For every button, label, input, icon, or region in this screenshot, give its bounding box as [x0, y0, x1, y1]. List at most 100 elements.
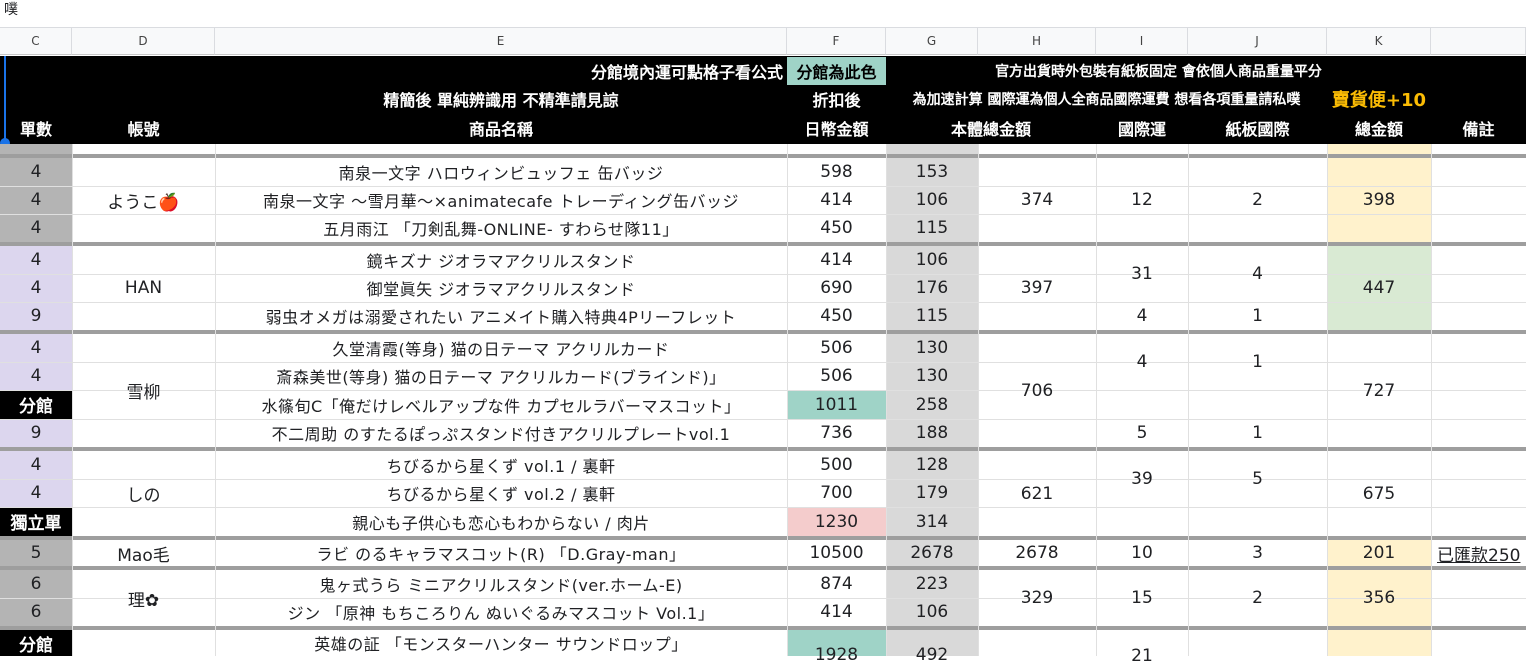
jpy-cell[interactable]: 500 [820, 455, 853, 475]
total-cell[interactable]: 398 [1362, 190, 1396, 210]
count-cell[interactable]: 4 [30, 250, 42, 270]
product-name-cell[interactable]: 南泉一文字 ハロウィンビュッフェ 缶バッジ [338, 164, 664, 183]
count-cell[interactable]: 4 [30, 190, 42, 210]
intl-shipping-cell[interactable]: 21 [1131, 646, 1153, 666]
count-cell[interactable]: 4 [30, 218, 42, 238]
count-cell[interactable]: 4 [30, 455, 42, 475]
column-header-f[interactable]: F [787, 28, 886, 55]
g-cell[interactable]: 115 [915, 218, 949, 238]
g-cell[interactable]: 106 [915, 602, 949, 622]
independent-label-cell[interactable]: 獨立單 [10, 514, 62, 534]
account-cell[interactable]: 理✿ [127, 590, 160, 611]
jpy-cell[interactable]: 414 [820, 190, 853, 210]
column-header-j[interactable]: J [1188, 28, 1327, 55]
product-name-cell[interactable]: ちびるから星くず vol.2 / 裏軒 [386, 485, 616, 504]
intl-shipping-cell[interactable]: 15 [1131, 588, 1153, 608]
account-cell[interactable]: Mao毛 [117, 545, 170, 566]
g-cell[interactable]: 492 [915, 645, 949, 665]
count-cell[interactable]: 6 [30, 602, 42, 622]
column-header-d[interactable]: D [72, 28, 215, 55]
body-total-cell[interactable]: 621 [1020, 483, 1054, 504]
jpy-cell[interactable]: 1230 [814, 511, 859, 532]
jpy-cell[interactable]: 1011 [814, 394, 859, 415]
board-intl-cell[interactable]: 1 [1252, 352, 1263, 372]
jpy-cell[interactable]: 414 [820, 250, 853, 270]
count-cell[interactable]: 4 [30, 338, 42, 358]
product-name-cell[interactable]: 南泉一文字 ～雪月華～×animatecafe トレーディング缶バッジ [263, 192, 739, 211]
account-cell[interactable]: ようこ🍎 [107, 192, 180, 213]
board-intl-cell[interactable]: 1 [1252, 306, 1263, 326]
product-name-cell[interactable]: 不二周助 のすたるぽっぷスタンド付きアクリルプレートvol.1 [271, 425, 731, 444]
board-intl-cell[interactable]: 4 [1252, 264, 1263, 284]
product-name-cell[interactable]: ジン 「原神 もちころりん ぬいぐるみマスコット Vol.1」 [287, 604, 715, 623]
g-cell[interactable]: 115 [915, 306, 949, 326]
g-cell[interactable]: 2678 [910, 543, 954, 563]
branch-label-cell[interactable]: 分館 [19, 397, 53, 417]
product-name-cell[interactable]: 水篠旬C「俺だけレベルアップな件 カプセルラバーマスコット」 [261, 396, 741, 416]
formula-bar[interactable]: 噗 [0, 0, 1526, 28]
column-header-h[interactable]: H [978, 28, 1096, 55]
jpy-cell[interactable]: 10500 [809, 543, 864, 563]
intl-shipping-cell[interactable]: 39 [1131, 469, 1153, 489]
product-name-cell[interactable]: 斎森美世(等身) 猫の日テーマ アクリルカード(ブラインド)」 [276, 368, 726, 387]
body-total-cell[interactable]: 706 [1020, 380, 1054, 401]
product-name-cell[interactable]: ラビ のるキャラマスコット(R) 「D.Gray-man」 [316, 545, 686, 564]
board-intl-cell[interactable]: 2 [1252, 588, 1263, 608]
jpy-cell[interactable]: 736 [820, 423, 853, 443]
column-header-i[interactable]: I [1096, 28, 1188, 55]
g-cell[interactable]: 130 [915, 366, 949, 386]
g-cell[interactable]: 106 [915, 250, 949, 270]
intl-shipping-cell[interactable]: 4 [1136, 306, 1148, 326]
count-cell[interactable]: 4 [30, 162, 42, 182]
note-cell[interactable]: 已匯款250 [1437, 545, 1521, 566]
product-name-cell[interactable]: 弱虫オメガは溺愛されたい アニメイト購入特典4Pリーフレット [265, 308, 737, 327]
intl-shipping-cell[interactable]: 31 [1131, 264, 1153, 284]
jpy-cell[interactable]: 598 [820, 162, 853, 182]
count-cell[interactable]: 9 [30, 423, 42, 443]
total-cell[interactable]: 201 [1362, 543, 1396, 563]
jpy-cell[interactable]: 506 [820, 338, 853, 358]
intl-shipping-cell[interactable]: 4 [1136, 352, 1148, 372]
account-cell[interactable]: HAN [124, 278, 163, 298]
jpy-cell[interactable]: 506 [820, 366, 853, 386]
count-cell[interactable]: 9 [30, 306, 42, 326]
product-name-cell[interactable]: 鏡キズナ ジオラマアクリルスタンド [366, 252, 636, 271]
intl-shipping-cell[interactable]: 10 [1131, 543, 1153, 563]
branch-label-cell[interactable]: 分館 [19, 635, 53, 656]
column-header-g[interactable]: G [886, 28, 978, 55]
jpy-cell[interactable]: 700 [820, 483, 853, 503]
count-cell[interactable]: 4 [30, 483, 42, 503]
g-cell[interactable]: 258 [915, 394, 949, 415]
jpy-cell[interactable]: 414 [820, 602, 853, 622]
total-cell[interactable]: 675 [1362, 483, 1396, 504]
body-total-cell[interactable]: 374 [1020, 190, 1054, 210]
selection-handle[interactable] [0, 138, 10, 148]
total-cell[interactable]: 447 [1362, 278, 1396, 298]
board-intl-cell[interactable]: 3 [1252, 543, 1263, 563]
board-intl-cell[interactable]: 2 [1252, 190, 1263, 210]
product-name-cell[interactable]: 五月雨江 「刀剣乱舞-ONLINE- すわらせ隊11」 [323, 220, 679, 239]
g-cell[interactable]: 176 [915, 278, 949, 298]
g-cell[interactable]: 106 [915, 190, 949, 210]
account-cell[interactable]: しの [126, 486, 161, 506]
g-cell[interactable]: 179 [915, 483, 949, 503]
count-cell[interactable]: 4 [30, 278, 42, 298]
intl-shipping-cell[interactable]: 5 [1136, 423, 1148, 443]
body-total-cell[interactable]: 2678 [1015, 543, 1059, 563]
column-header-k[interactable]: K [1327, 28, 1431, 55]
column-header-c[interactable]: C [0, 28, 72, 55]
product-name-cell[interactable]: 英雄の証 「モンスターハンター サウンドロップ」 [314, 635, 688, 654]
g-cell[interactable]: 130 [915, 338, 949, 358]
count-cell[interactable]: 6 [30, 574, 42, 594]
g-cell[interactable]: 153 [915, 162, 949, 182]
g-cell[interactable]: 314 [915, 511, 949, 532]
board-intl-cell[interactable]: 1 [1252, 423, 1263, 443]
account-cell[interactable]: 雪柳 [126, 383, 161, 403]
body-total-cell[interactable]: 397 [1020, 278, 1054, 298]
product-name-cell[interactable]: ちびるから星くず vol.1 / 裏軒 [386, 457, 616, 476]
column-header-l[interactable] [1431, 28, 1526, 55]
product-name-cell[interactable]: 鬼ヶ式うら ミニアクリルスタンド(ver.ホーム-E) [319, 576, 683, 595]
column-header-e[interactable]: E [215, 28, 787, 55]
product-name-cell[interactable]: 御堂眞矢 ジオラマアクリルスタンド [366, 280, 636, 299]
g-cell[interactable]: 188 [915, 423, 949, 443]
